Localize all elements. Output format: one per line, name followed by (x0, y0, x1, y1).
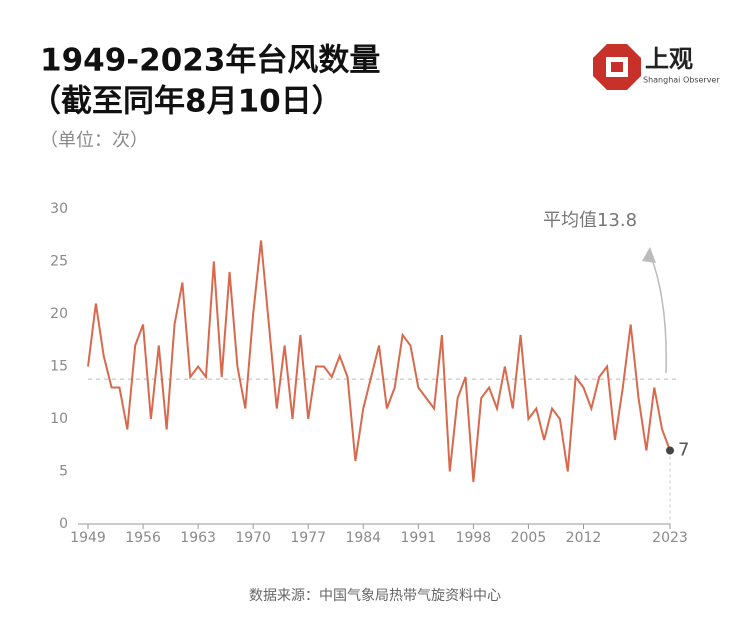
logo-core (611, 62, 623, 72)
y-tick-label: 5 (59, 464, 68, 480)
x-tick-label: 1970 (235, 530, 271, 546)
x-tick-label: 1963 (180, 530, 216, 546)
source-note: 数据来源：中国气象局热带气旋资料中心 (249, 588, 501, 604)
series-line (87, 240, 671, 483)
logo (593, 44, 641, 90)
y-tick-label: 20 (50, 306, 68, 322)
x-tick-label: 1956 (125, 530, 161, 546)
logo-text: 上观 (645, 45, 693, 73)
y-tick-label: 0 (59, 516, 68, 532)
x-tick-label: 1984 (345, 530, 381, 546)
end-point (666, 446, 674, 455)
x-tick-label: 2005 (511, 530, 547, 546)
unit-note: （单位：次） (40, 130, 148, 151)
mean-label: 平均值13.8 (543, 210, 637, 231)
chart-title: 1949-2023年台风数量 (40, 43, 380, 79)
x-tick-label: 2012 (566, 530, 602, 546)
y-tick-label: 30 (50, 201, 68, 217)
mean-arrowhead (642, 247, 656, 263)
x-tick-label: 1998 (456, 530, 492, 546)
y-tick-label: 25 (50, 254, 68, 270)
end-label: 7 (678, 440, 689, 461)
x-tick-label: 1977 (290, 530, 326, 546)
logo-subtext: Shanghai Observer (643, 76, 720, 85)
y-tick-label: 10 (50, 411, 68, 427)
x-tick-label: 1991 (401, 530, 437, 546)
chart-subtitle: （截至同年8月10日） (30, 84, 343, 120)
x-tick-label: 1949 (70, 530, 106, 546)
mean-arrow (649, 253, 667, 374)
x-tick-label: 2023 (652, 530, 688, 546)
y-tick-label: 15 (50, 359, 68, 375)
